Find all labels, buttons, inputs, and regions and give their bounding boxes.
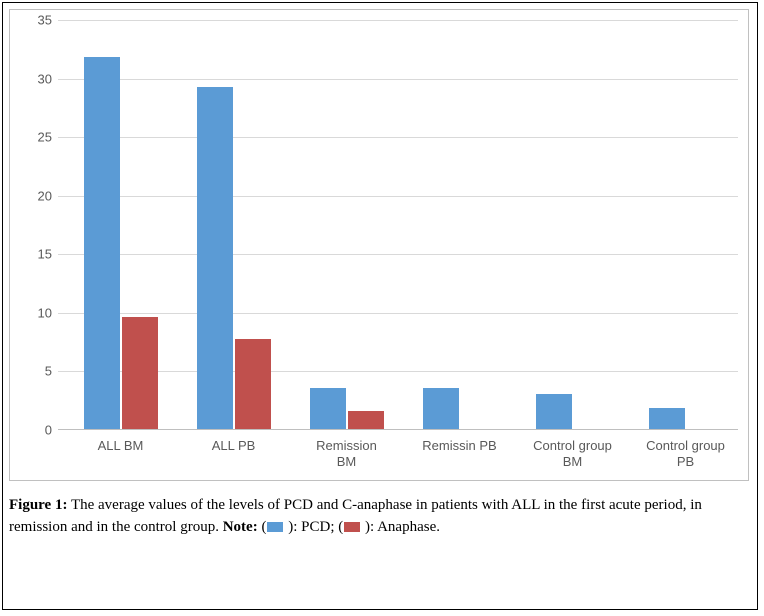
plot-area: [58, 20, 738, 430]
gridline: [58, 313, 738, 314]
caption-prefix: Figure 1:: [9, 497, 67, 513]
gridline: [58, 254, 738, 255]
bar-pcd: [536, 394, 572, 429]
gridline: [58, 79, 738, 80]
y-tick-label: 10: [12, 305, 52, 320]
bar-anaphase: [122, 317, 158, 429]
bar-pcd: [197, 87, 233, 429]
bar-pcd: [423, 388, 459, 429]
y-tick-label: 25: [12, 130, 52, 145]
caption-note: Note:: [223, 519, 258, 535]
legend-swatch-anaphase: [344, 522, 360, 532]
gridline: [58, 137, 738, 138]
y-tick-label: 0: [12, 423, 52, 438]
x-tick-label: Remissin PB: [403, 438, 516, 454]
legend-label-pcd: PCD: [301, 519, 330, 535]
x-tick-label: Control groupPB: [629, 438, 742, 469]
x-tick-label: RemissionBM: [290, 438, 403, 469]
legend-inline: ( ): PCD; ( ): Anaphase.: [261, 519, 440, 535]
bar-pcd: [84, 57, 120, 430]
y-tick-label: 15: [12, 247, 52, 262]
gridline: [58, 20, 738, 21]
bar-pcd: [649, 408, 685, 429]
y-tick-label: 35: [12, 13, 52, 28]
bar-anaphase: [348, 411, 384, 429]
x-tick-label: ALL BM: [64, 438, 177, 454]
legend-label-anaphase: Anaphase: [377, 519, 436, 535]
figure-caption: Figure 1: The average values of the leve…: [9, 495, 749, 539]
chart-container: 0 5 10 15 20 25 30 35 ALL BMALL PBRemissionBMRem…: [9, 9, 749, 481]
x-tick-label: ALL PB: [177, 438, 290, 454]
y-tick-label: 5: [12, 364, 52, 379]
figure-frame: 0 5 10 15 20 25 30 35 ALL BMALL PBRemissionBMRem…: [2, 2, 758, 610]
x-tick-label: Control groupBM: [516, 438, 629, 469]
y-tick-label: 20: [12, 188, 52, 203]
gridline: [58, 371, 738, 372]
bar-pcd: [310, 388, 346, 429]
legend-swatch-pcd: [267, 522, 283, 532]
y-tick-label: 30: [12, 71, 52, 86]
bar-anaphase: [235, 339, 271, 429]
gridline: [58, 196, 738, 197]
